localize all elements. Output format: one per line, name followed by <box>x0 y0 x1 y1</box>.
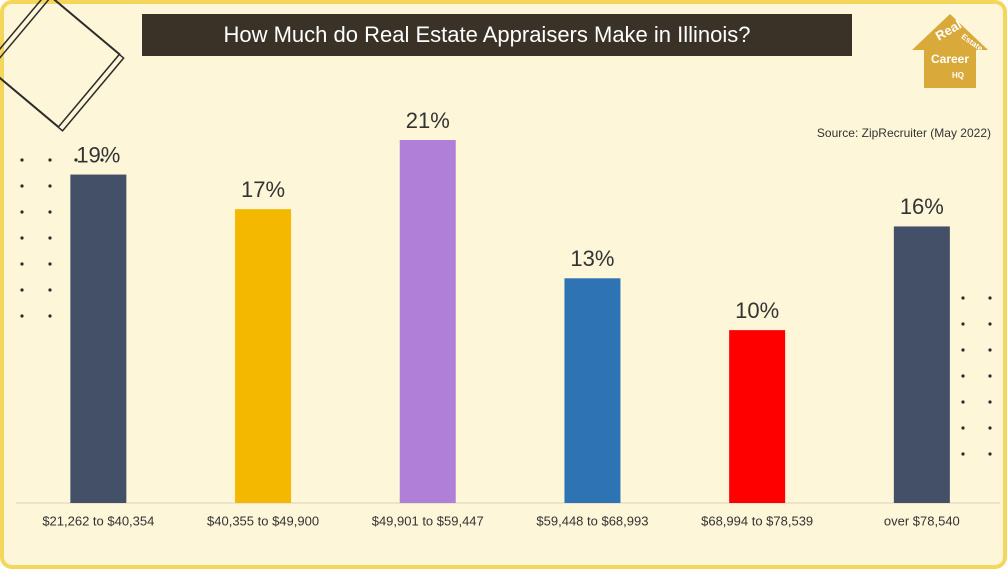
x-tick-label: $49,901 to $59,447 <box>372 513 484 528</box>
logo-text: HQ <box>952 71 964 80</box>
dot <box>48 314 52 318</box>
dot <box>988 426 992 430</box>
dot <box>988 400 992 404</box>
value-label: 17% <box>241 177 285 202</box>
x-tick-label: $21,262 to $40,354 <box>42 513 154 528</box>
decor-squares <box>0 0 125 132</box>
dot <box>100 158 104 162</box>
bar <box>564 278 621 503</box>
dot <box>48 288 52 292</box>
x-tick-label: over $78,540 <box>884 513 960 528</box>
dot <box>48 262 52 266</box>
bar <box>893 226 950 503</box>
dot <box>20 184 24 188</box>
bar <box>235 209 292 503</box>
value-label: 21% <box>406 108 450 133</box>
logo-text: Career <box>931 52 969 66</box>
value-label: 16% <box>900 194 944 219</box>
dot <box>20 288 24 292</box>
dot <box>961 400 965 404</box>
source: Source: ZipRecruiter (May 2022) <box>817 126 991 140</box>
dot <box>20 314 24 318</box>
value-label: 19% <box>76 142 120 167</box>
dot <box>961 452 965 456</box>
dot <box>20 158 24 162</box>
dot <box>48 184 52 188</box>
dot <box>74 158 78 162</box>
dot <box>48 210 52 214</box>
value-label: 10% <box>735 298 779 323</box>
x-tick-label: $59,448 to $68,993 <box>536 513 648 528</box>
dot <box>20 236 24 240</box>
dot <box>961 322 965 326</box>
dot <box>961 348 965 352</box>
dot <box>961 374 965 378</box>
bar <box>70 174 127 504</box>
value-label: 13% <box>570 246 614 271</box>
dot <box>961 296 965 300</box>
dot <box>48 236 52 240</box>
bar <box>729 330 786 503</box>
dot <box>961 426 965 430</box>
bar <box>399 140 456 503</box>
dot <box>48 158 52 162</box>
dot <box>988 374 992 378</box>
x-tick-label: $40,355 to $49,900 <box>207 513 319 528</box>
dot <box>20 210 24 214</box>
x-tick-label: $68,994 to $78,539 <box>701 513 813 528</box>
chart-title: How Much do Real Estate Appraisers Make … <box>223 22 750 47</box>
dot <box>988 296 992 300</box>
dot <box>20 262 24 266</box>
title-box <box>142 14 852 56</box>
dot <box>988 322 992 326</box>
dot <box>988 348 992 352</box>
logo: Real Estate Career HQ <box>912 14 988 88</box>
dot <box>988 452 992 456</box>
